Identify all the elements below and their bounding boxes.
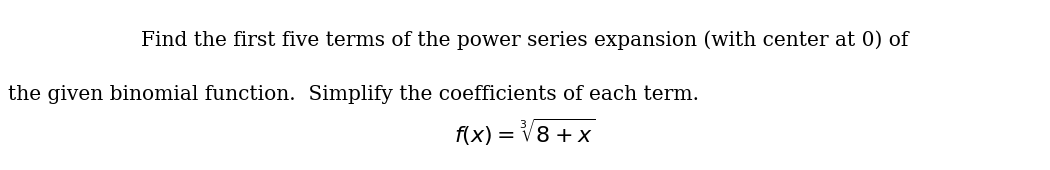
Text: Find the first five terms of the power series expansion (with center at 0) of: Find the first five terms of the power s… [142,31,908,50]
Text: $f(x) = \sqrt[3]{8+x}$: $f(x) = \sqrt[3]{8+x}$ [455,117,595,148]
Text: the given binomial function.  Simplify the coefficients of each term.: the given binomial function. Simplify th… [8,85,699,104]
